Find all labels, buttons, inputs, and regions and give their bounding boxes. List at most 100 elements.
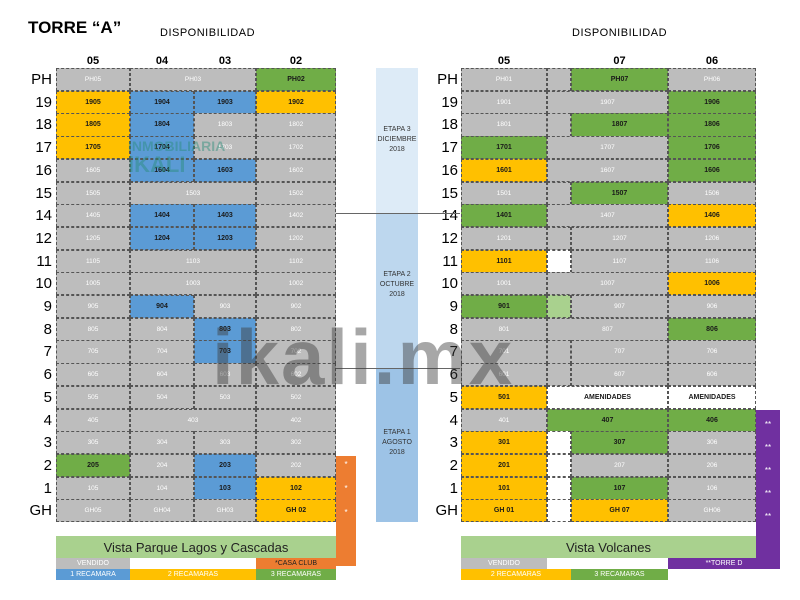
left-floor-label-18: 18: [35, 116, 52, 134]
right-unit-1206: 1206: [668, 226, 756, 251]
left-unit-402: 402: [256, 408, 336, 432]
left-floor-label-5: 5: [43, 388, 52, 406]
left-unit-403: 403: [130, 408, 256, 432]
left-unit-1702: 1702: [256, 136, 336, 160]
right-column-header-05: 05: [497, 55, 511, 67]
right-unit-206: 206: [668, 453, 756, 478]
etapa-line: ETAPA 2: [383, 271, 411, 278]
left-unit-605: 605: [56, 363, 130, 387]
right-spacer-cell: [547, 453, 571, 478]
left-unit-1405: 1405: [56, 204, 130, 228]
left-unit-1902: 1902: [256, 90, 336, 114]
etapa-line: 2018: [389, 449, 405, 456]
right-unit-1607: 1607: [547, 158, 668, 182]
right-spacer-cell: [547, 363, 571, 387]
etapa-line: ETAPA 3: [383, 126, 411, 133]
left-unit-1802: 1802: [256, 113, 336, 137]
torre-d-star: **: [764, 512, 772, 521]
etapa-line: 2018: [389, 291, 405, 298]
left-unit-502: 502: [256, 385, 336, 409]
left-unit-ph03: PH03: [130, 68, 256, 92]
left-floor-label-11: 11: [36, 252, 52, 270]
right-spacer-cell: [547, 249, 571, 273]
right-spacer-cell: [547, 226, 571, 251]
left-unit-1605: 1605: [56, 158, 130, 182]
right-unit-gh01: GH 01: [461, 499, 547, 523]
left-floor-label-16: 16: [35, 161, 52, 179]
left-unit-1102: 1102: [256, 249, 336, 273]
right-unit-1606: 1606: [668, 158, 756, 182]
left-unit-1205: 1205: [56, 226, 130, 251]
left-unit-1005: 1005: [56, 272, 130, 296]
left-unit-gh04: GH04: [130, 499, 194, 523]
left-floor-label-GH: GH: [29, 502, 53, 520]
right-view-label: Vista Volcanes: [461, 536, 756, 558]
legend-vendido: VENDIDO: [56, 558, 130, 569]
left-unit-604: 604: [130, 363, 194, 387]
left-availability-header: DISPONIBILIDAD: [160, 27, 256, 39]
left-unit-803: 803: [194, 317, 256, 341]
legend-2-recamaras: 2 RECAMARAS: [130, 569, 256, 580]
left-unit-1403: 1403: [194, 204, 256, 228]
right-spacer-cell: [547, 476, 571, 500]
right-unit-1401: 1401: [461, 204, 547, 228]
left-unit-1705: 1705: [56, 136, 130, 160]
right-unit-1701: 1701: [461, 136, 547, 160]
right-spacer-cell: [547, 295, 571, 319]
left-unit-904: 904: [130, 295, 194, 319]
left-floor-label-3: 3: [43, 434, 52, 452]
etapa-1-label: ETAPA 1 AGOSTO 2018: [362, 428, 432, 458]
right-unit-1806: 1806: [668, 113, 756, 137]
right-unit-1207: 1207: [571, 226, 668, 251]
right-floor-label-6: 6: [449, 366, 458, 384]
left-unit-1904: 1904: [130, 90, 194, 114]
legend-1-recamara: 1 RECAMARA: [56, 569, 130, 580]
right-unit-106: 106: [668, 476, 756, 500]
etapa-3-label: ETAPA 3 DICIEMBRE 2018: [362, 125, 432, 155]
right-spacer-cell: [547, 181, 571, 205]
right-unit-1906: 1906: [668, 90, 756, 114]
left-unit-702: 702: [256, 340, 336, 364]
right-unit-501: 501: [461, 385, 547, 409]
left-unit-1505: 1505: [56, 181, 130, 205]
right-unit-1907: 1907: [547, 90, 668, 114]
torre-d-marker-bar: [756, 410, 780, 568]
left-unit-602: 602: [256, 363, 336, 387]
etapa-line: OCTUBRE: [379, 281, 415, 288]
right-floor-label-7: 7: [449, 343, 458, 361]
right-unit-1106: 1106: [668, 249, 756, 273]
left-unit-802: 802: [256, 317, 336, 341]
left-view-label: Vista Parque Lagos y Cascadas: [56, 536, 336, 558]
left-unit-303: 303: [194, 431, 256, 455]
ikali-watermark: ikali.mx: [212, 313, 515, 401]
right-unit-gh06: GH06: [668, 499, 756, 523]
left-floor-label-17: 17: [35, 139, 52, 157]
right-unit-1707: 1707: [547, 136, 668, 160]
left-floor-label-9: 9: [43, 298, 52, 315]
left-unit-gh03: GH03: [194, 499, 256, 523]
left-floor-label-7: 7: [43, 343, 52, 361]
right-unit-1501: 1501: [461, 181, 547, 205]
left-unit-103: 103: [194, 476, 256, 500]
legend-3-recamaras: 3 RECAMARAS: [256, 569, 336, 580]
right-floor-label-10: 10: [441, 275, 458, 293]
right-unit-701: 701: [461, 340, 547, 364]
left-column-header-03: 03: [218, 55, 232, 67]
right-floor-label-5: 5: [449, 388, 458, 406]
right-unit-906: 906: [668, 295, 756, 319]
inmobiliaria-ikali-logo: INMOBILIARIA iKALI: [128, 138, 268, 176]
right-floor-label-16: 16: [441, 161, 458, 179]
left-unit-1002: 1002: [256, 272, 336, 296]
left-floor-label-15: 15: [35, 184, 52, 202]
left-unit-1604: 1604: [130, 158, 194, 182]
left-unit-1202: 1202: [256, 226, 336, 251]
right-unit-101: 101: [461, 476, 547, 500]
left-unit-903: 903: [194, 295, 256, 319]
right-unit-801: 801: [461, 317, 547, 341]
right-spacer-cell: [547, 68, 571, 92]
left-unit-305: 305: [56, 431, 130, 455]
left-floor-label-14: 14: [35, 207, 52, 225]
left-unit-ph05: PH05: [56, 68, 130, 92]
right-floor-label-2: 2: [449, 456, 458, 474]
left-unit-503: 503: [194, 385, 256, 409]
